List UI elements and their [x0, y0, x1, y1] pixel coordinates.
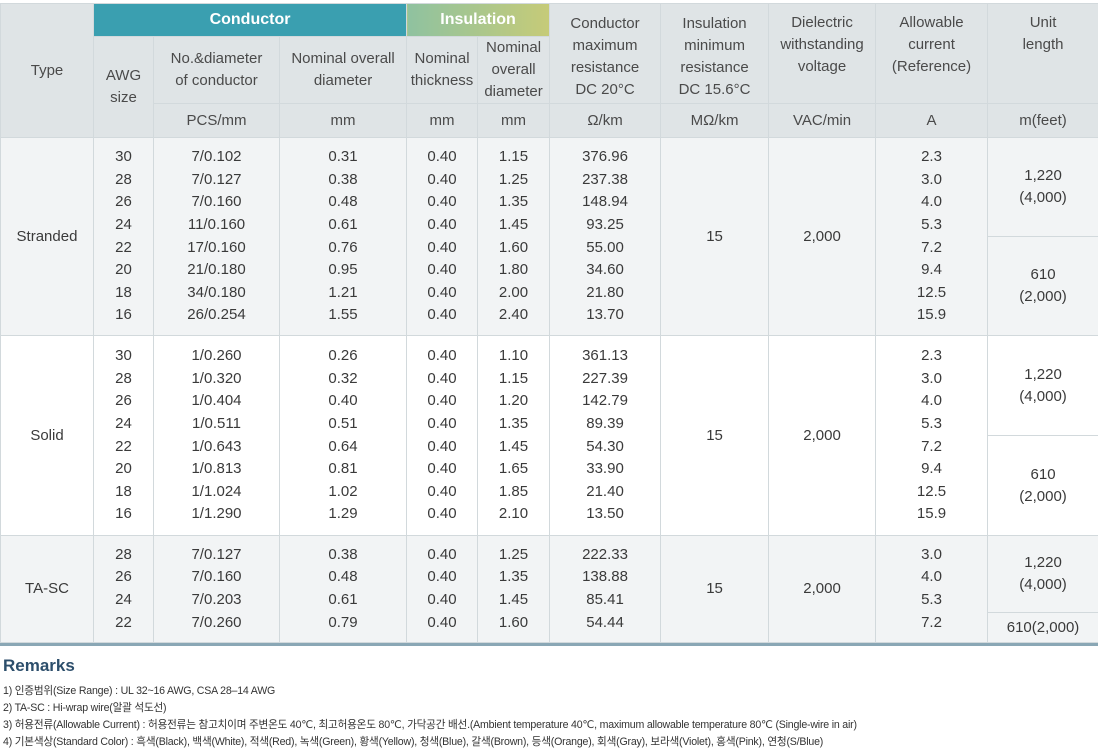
unit-unit-length: m(feet)	[987, 103, 1098, 138]
overall-diameter-cell: 0.38 0.48 0.61 0.79	[278, 535, 408, 643]
ins-diameter-cell: 1.15 1.25 1.35 1.45 1.60 1.80 2.00 2.40	[477, 137, 551, 336]
unit-overall-diameter: mm	[278, 103, 408, 138]
table-bottom-rule	[0, 643, 1098, 646]
thickness-cell: 0.40 0.40 0.40 0.40 0.40 0.40 0.40 0.40	[406, 335, 479, 536]
unit-thickness: mm	[406, 103, 479, 138]
unit-insulation-resistance: MΩ/km	[660, 103, 770, 138]
resistance-cell: 376.96 237.38 148.94 93.25 55.00 34.60 21.80 13…	[549, 137, 662, 336]
insulation-resistance-cell: 15	[660, 535, 770, 643]
awg-cell: 30 28 26 24 22 20 18 16	[93, 137, 154, 336]
group-solid: Solid 30 28 26 24 22 20 18 16 1/0.260 1/0.320 1/0…	[0, 335, 1098, 536]
unit-dielectric: VAC/min	[768, 103, 877, 138]
remark-item: 3) 허용전류(Allowable Current) : 허용전류는 참고치이며…	[3, 719, 857, 731]
remark-item: 4) 기본색상(Standard Color) : 흑색(Black), 백색(…	[3, 736, 824, 748]
awg-cell: 30 28 26 24 22 20 18 16	[93, 335, 154, 536]
resistance-cell: 222.33 138.88 85.41 54.44	[549, 535, 662, 643]
unit-length-cell: 1,220 (4,000)	[987, 137, 1098, 237]
header-dielectric: Dielectric withstanding voltage	[768, 3, 877, 104]
insulation-resistance-cell: 15	[660, 335, 770, 536]
header-nominal-overall-diameter: Nominal overall diameter	[278, 36, 408, 104]
no-diameter-cell: 7/0.102 7/0.127 7/0.160 11/0.160 17/0.160 21/…	[153, 137, 280, 336]
header-unit-length: Unit length	[987, 3, 1098, 104]
unit-no-diameter: PCS/mm	[153, 103, 280, 138]
dielectric-cell: 2,000	[768, 137, 877, 336]
remark-item: 1) 인증범위(Size Range) : UL 32~16 AWG, CSA …	[3, 685, 276, 697]
header-type: Type	[0, 3, 94, 138]
no-diameter-cell: 7/0.127 7/0.160 7/0.203 7/0.260	[153, 535, 280, 643]
unit-allowable-current: A	[875, 103, 989, 138]
unit-length-cell: 610(2,000)	[987, 435, 1098, 536]
thickness-cell: 0.40 0.40 0.40 0.40 0.40 0.40 0.40 0.40	[406, 137, 479, 336]
unit-length-cell: 1,220 (4,000)	[987, 335, 1098, 436]
type-cell: Solid	[0, 335, 94, 536]
unit-length-cell: 610(2,000)	[987, 236, 1098, 336]
header-allowable-current: Allowable current (Reference)	[875, 3, 989, 104]
type-cell: Stranded	[0, 137, 94, 336]
unit-conductor-resistance: Ω/km	[549, 103, 662, 138]
header-insulation-resistance: Insulation minimum resistance DC 15.6°C	[660, 3, 770, 104]
header-insulation-band: Insulation	[406, 3, 551, 37]
unit-ins-diameter: mm	[477, 103, 551, 138]
resistance-cell: 361.13 227.39 142.79 89.39 54.30 33.90 21.40 13…	[549, 335, 662, 536]
remarks-section: Remarks 1) 인증범위(Size Range) : UL 32~16 A…	[3, 655, 1095, 751]
header-nominal-thickness: Nominal thickness	[406, 36, 479, 104]
thickness-cell: 0.40 0.40 0.40 0.40	[406, 535, 479, 643]
dielectric-cell: 2,000	[768, 335, 877, 536]
header-no-diameter: No.&diameter of conductor	[153, 36, 280, 104]
no-diameter-cell: 1/0.260 1/0.320 1/0.404 1/0.511 1/0.643 1/0.8…	[153, 335, 280, 536]
ins-diameter-cell: 1.10 1.15 1.20 1.35 1.45 1.65 1.85 2.10	[477, 335, 551, 536]
remarks-title: Remarks	[3, 656, 75, 675]
current-cell: 2.3 3.0 4.0 5.3 7.2 9.4 12.5 15.9	[875, 335, 989, 536]
unit-length-cell: 610(2,000)	[987, 612, 1098, 643]
header-awg: AWG size	[93, 36, 154, 138]
ins-diameter-cell: 1.25 1.35 1.45 1.60	[477, 535, 551, 643]
header-conductor-band: Conductor	[92, 3, 408, 37]
awg-cell: 28 26 24 22	[93, 535, 154, 643]
group-stranded: Stranded 30 28 26 24 22 20 18 16 7/0.102 7/0.127…	[0, 137, 1098, 336]
wire-spec-table: Type Conductor Insulation Conductor maxim…	[0, 3, 1098, 643]
overall-diameter-cell: 0.31 0.38 0.48 0.61 0.76 0.95 1.21 1.55	[278, 137, 408, 336]
current-cell: 2.3 3.0 4.0 5.3 7.2 9.4 12.5 15.9	[875, 137, 989, 336]
unit-length-cell: 1,220 (4,000)	[987, 535, 1098, 613]
dielectric-cell: 2,000	[768, 535, 877, 643]
header-ins-overall-diameter: Nominal overall diameter	[477, 36, 551, 104]
insulation-resistance-cell: 15	[660, 137, 770, 336]
current-cell: 3.0 4.0 5.3 7.2	[875, 535, 989, 643]
group-ta-sc: TA-SC 28 26 24 22 7/0.127 7/0.160 7/0.203 7/0.…	[0, 535, 1098, 643]
overall-diameter-cell: 0.26 0.32 0.40 0.51 0.64 0.81 1.02 1.29	[278, 335, 408, 536]
type-cell: TA-SC	[0, 535, 94, 643]
header-conductor-resistance: Conductor maximum resistance DC 20°C	[549, 3, 662, 104]
remark-item: 2) TA-SC : Hi-wrap wire(알괄 석도선)	[3, 702, 167, 714]
